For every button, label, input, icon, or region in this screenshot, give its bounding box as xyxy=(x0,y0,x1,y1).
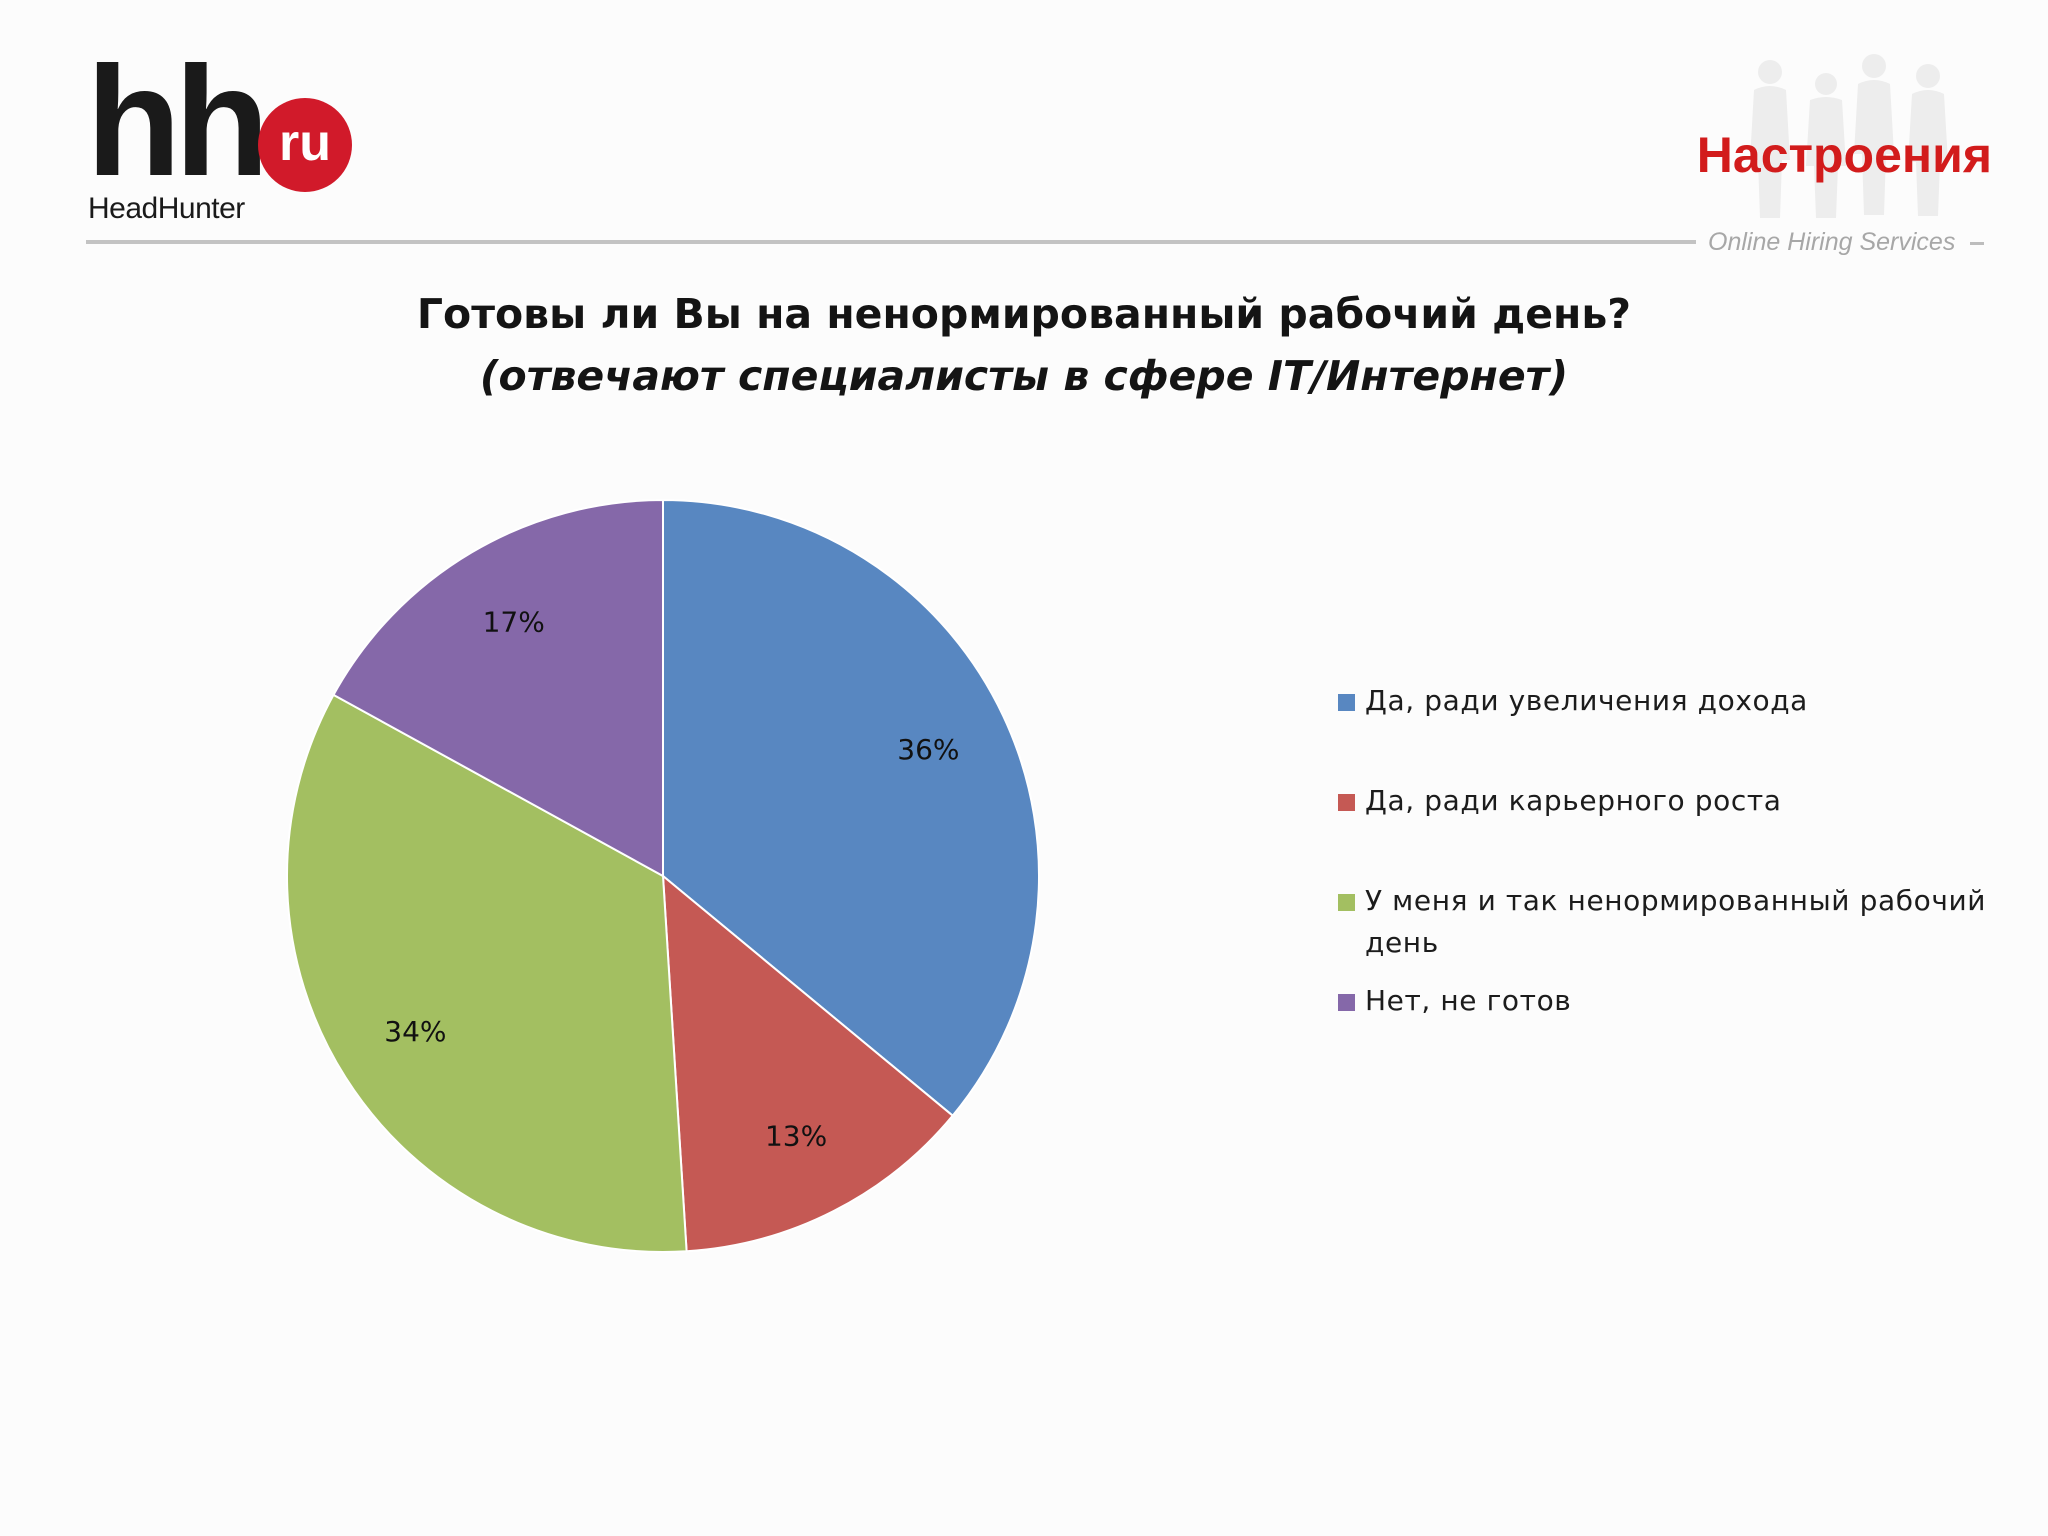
tagline-dash xyxy=(1970,242,1984,245)
pie-slice xyxy=(332,498,664,878)
header-divider xyxy=(86,240,1696,244)
logo-ru-badge: ru xyxy=(258,98,352,192)
slice-value-label: 34% xyxy=(384,1015,446,1048)
legend-label: Да, ради карьерного роста xyxy=(1365,784,1782,817)
slice-value-label: 13% xyxy=(765,1119,827,1152)
legend-item: Нет, не готов xyxy=(1338,980,2018,1022)
legend-item: Да, ради карьерного роста xyxy=(1338,780,2018,822)
headhunter-logo: hh ru HeadHunter xyxy=(86,44,376,230)
pie-slice xyxy=(661,873,955,1253)
legend-label: Нет, не готов xyxy=(1365,984,1572,1017)
pie-slice xyxy=(662,498,1040,1118)
logo-mark: hh xyxy=(86,35,270,209)
logo-brand-name: HeadHunter xyxy=(88,192,245,225)
tagline: Online Hiring Services xyxy=(1708,228,1956,256)
legend-item: Да, ради увеличения дохода xyxy=(1338,680,2018,722)
legend-swatch xyxy=(1338,994,1355,1011)
section-title: Настроения xyxy=(1696,127,1992,183)
pie-slices xyxy=(286,498,1040,1253)
pie-labels: 36% 13% 34% 17% xyxy=(384,606,959,1153)
slice-value-label: 17% xyxy=(483,606,545,639)
chart-subtitle: (отвечают специалисты в сфере IT/Интерне… xyxy=(479,352,1569,400)
people-silhouettes-icon xyxy=(1750,54,1948,218)
slice-value-label: 36% xyxy=(897,733,959,766)
legend-swatch xyxy=(1338,694,1355,711)
legend-swatch xyxy=(1338,894,1355,911)
legend-label: Да, ради увеличения дохода xyxy=(1365,684,1808,717)
chart-title: Готовы ли Вы на ненормированный рабочий … xyxy=(416,290,1632,338)
legend-label: У меня и так ненормированный рабочий ден… xyxy=(1365,884,1987,959)
legend-item: У меня и так ненормированный рабочий ден… xyxy=(1338,880,2018,964)
legend-swatch xyxy=(1338,794,1355,811)
